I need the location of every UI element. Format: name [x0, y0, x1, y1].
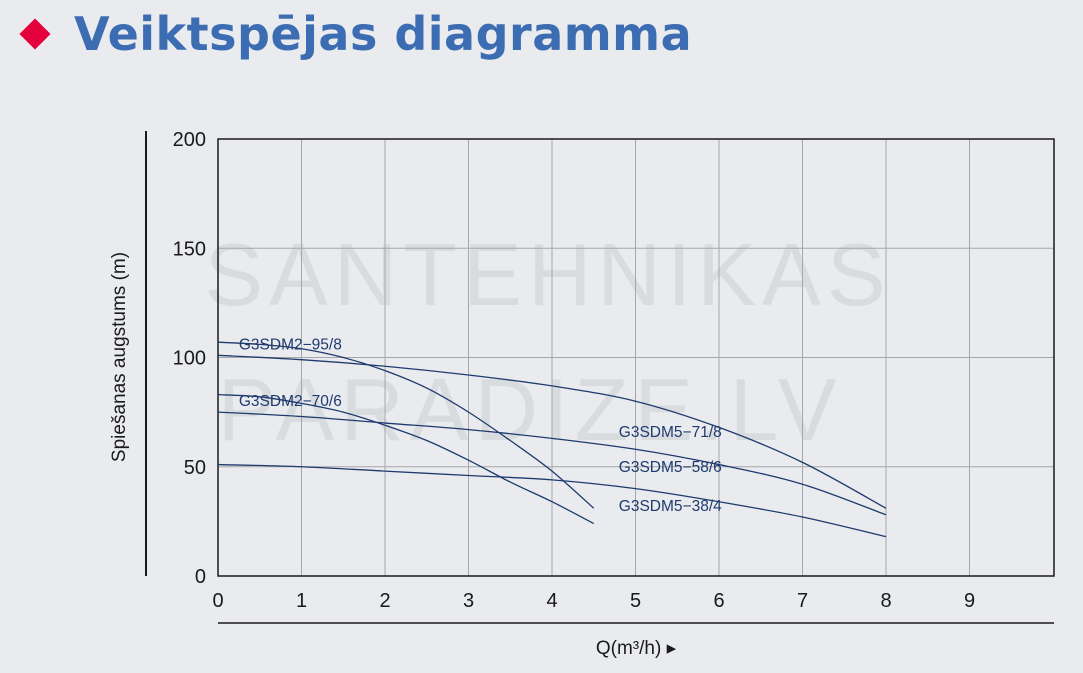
watermark: SANTEHNIKAS PARADIZE.LV [204, 225, 891, 459]
curve-label: G3SDM2−70/6 [239, 393, 342, 410]
x-tick-label: 9 [964, 590, 975, 612]
plot-frame [217, 138, 1055, 577]
y-tick-label: 50 [184, 457, 206, 479]
x-tick-label: 1 [296, 590, 307, 612]
x-axis-title: Q(m³/h) ▸ [596, 638, 677, 659]
watermark-line-2: PARADIZE.LV [217, 360, 842, 459]
x-tick-label: 2 [379, 590, 390, 612]
curve-labels: G3SDM2−95/8 G3SDM2−70/6 G3SDM5−71/8 G3SDM5−… [239, 336, 722, 515]
curve-g3sdm2-70/6 [217, 393, 595, 525]
curve-g3sdm2-95/8 [217, 341, 595, 509]
performance-curves [217, 341, 887, 538]
x-tick-label: 3 [463, 590, 474, 612]
y-tick-label: 100 [173, 348, 206, 370]
grid [218, 139, 1054, 576]
y-axis-title: Spiešanas augstums (m) [109, 252, 130, 462]
curve-g3sdm5-58/6 [217, 411, 887, 516]
x-tick-label: 8 [880, 590, 891, 612]
curve-label: G3SDM5−71/8 [619, 424, 722, 441]
curve-label: G3SDM5−58/6 [619, 459, 722, 476]
page-title: Veiktspējas diagramma [74, 7, 693, 61]
y-tick-label: 150 [173, 238, 206, 260]
y-tick-label: 0 [195, 566, 206, 588]
title-row: Veiktspējas diagramma [18, 4, 692, 64]
x-tick-label: 4 [546, 590, 557, 612]
x-tick-labels: 0 1 2 3 4 5 6 7 8 9 [212, 590, 975, 612]
y-tick-labels: 0 50 100 150 200 [173, 129, 206, 588]
x-tick-label: 7 [797, 590, 808, 612]
x-tick-label: 5 [630, 590, 641, 612]
y-tick-label: 200 [173, 129, 206, 151]
curve-g3sdm5-38/4 [217, 463, 887, 538]
curve-label: G3SDM2−95/8 [239, 336, 342, 353]
curve-g3sdm5-71/8 [217, 354, 887, 509]
x-tick-label: 0 [212, 590, 223, 612]
watermark-line-1: SANTEHNIKAS [204, 225, 891, 324]
curve-label: G3SDM5−38/4 [619, 498, 722, 515]
x-tick-label: 6 [713, 590, 724, 612]
